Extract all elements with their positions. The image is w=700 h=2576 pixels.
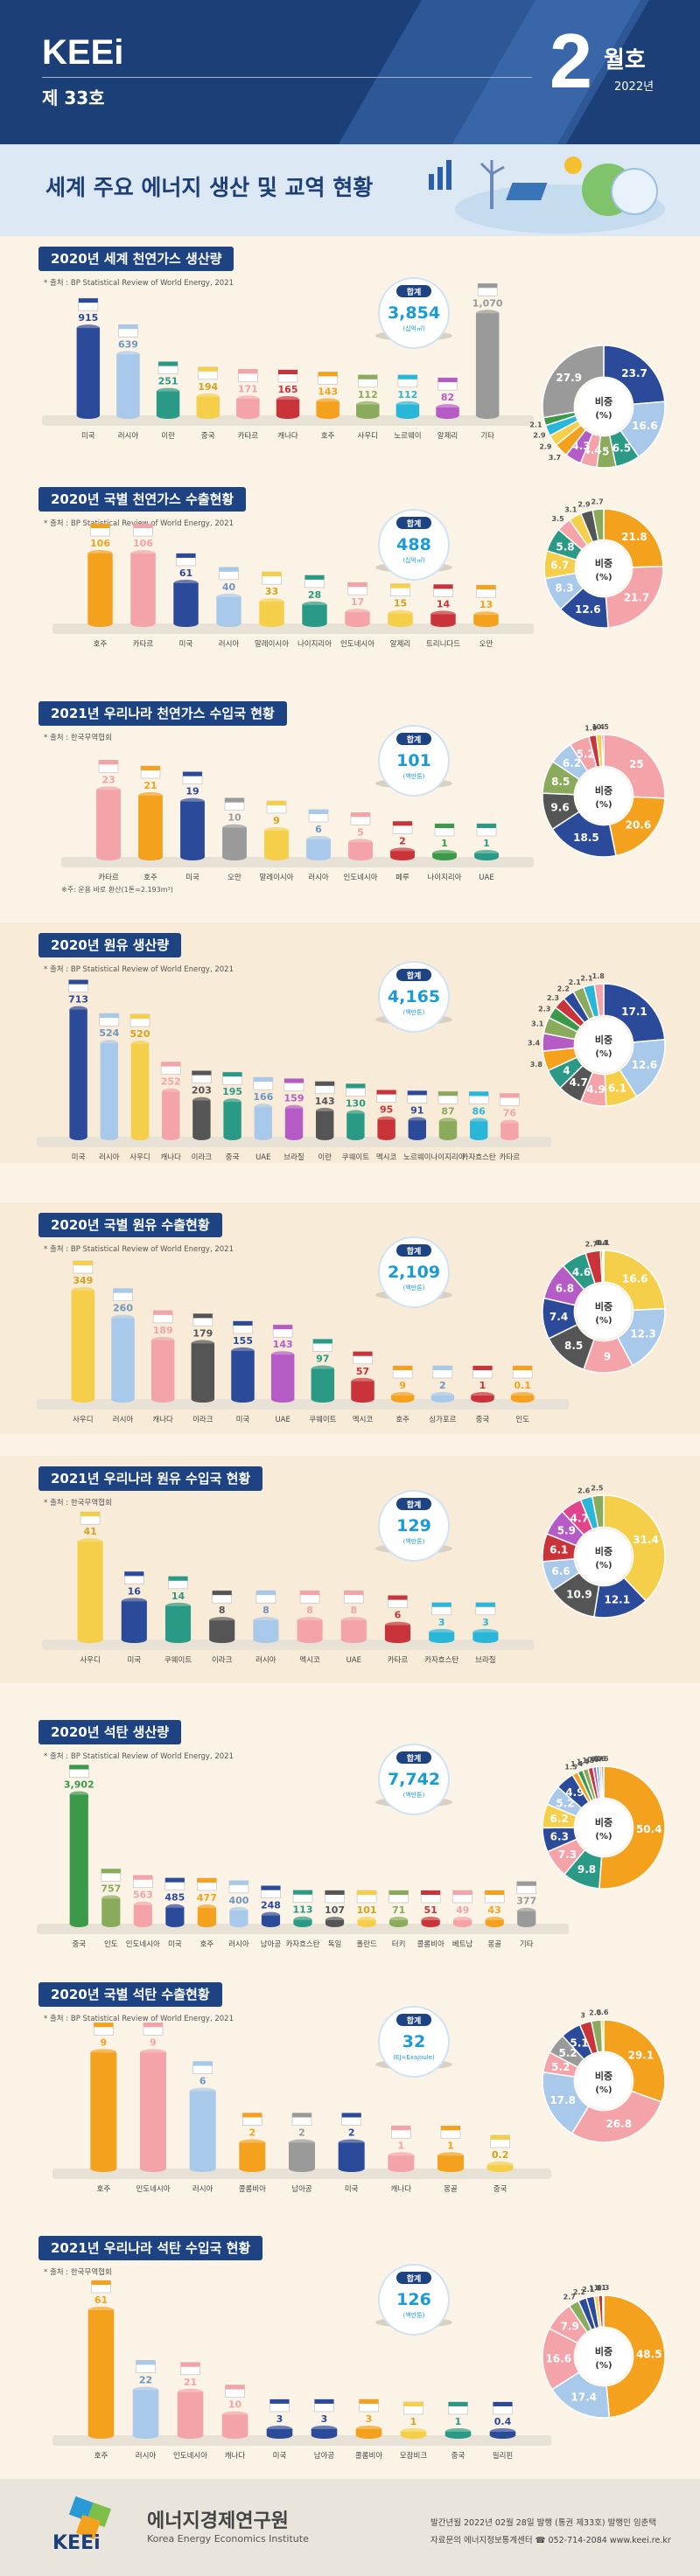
section-source: * 출처 : BP Statistical Review of World En… — [44, 965, 234, 974]
footer-contact-info: 자료문의 에너지정보통계센터 ☎ 052-714-2084 www.keei.r… — [430, 2536, 671, 2545]
section-oil-production: 2020년 원유 생산량 * 출처 : BP Statistical Revie… — [0, 922, 700, 1163]
section-note: ※주: 운용 바로 환산(1톤=2.193m³) — [61, 886, 173, 894]
section-title: 2020년 세계 천연가스 생산량 — [38, 247, 234, 271]
section-title: 2020년 국별 석탄 수출현황 — [38, 1982, 222, 2007]
section-source: * 출처 : BP Statistical Review of World En… — [44, 2015, 234, 2023]
section-gas-production: 2020년 세계 천연가스 생산량 * 출처 : BP Statistical … — [0, 236, 700, 450]
keei-logo-icon: KEEi — [52, 2496, 112, 2554]
section-coal-production: 2020년 석탄 생산량 * 출처 : BP Statistical Revie… — [0, 1709, 700, 1946]
section-gas-export: 2020년 국별 천연가스 수출현황 * 출처 : BP Statistical… — [0, 477, 700, 651]
energy-illustration — [429, 157, 665, 233]
section-title: 2021년 우리나라 석탄 수입국 현황 — [38, 2236, 263, 2260]
footer: KEEi 에너지경제연구원 Korea Energy Economics Ins… — [0, 2479, 700, 2576]
section-title: 2021년 우리나라 천연가스 수입국 현황 — [38, 701, 287, 726]
section-source: * 출처 : BP Statistical Review of World En… — [44, 279, 234, 288]
section-title: 2020년 국별 천연가스 수출현황 — [38, 487, 247, 512]
section-source: * 출처 : BP Statistical Review of World En… — [44, 1245, 234, 1254]
pie-label: 3.7 — [549, 454, 561, 462]
section-source: * 출처 : 한국무역협회 — [44, 2268, 112, 2277]
issue-number: 제 33호 — [42, 87, 105, 108]
section-title: 2020년 원유 생산량 — [38, 933, 181, 957]
page-title: 세계 주요 에너지 생산 및 교역 현황 — [46, 175, 374, 200]
month-label: 월호 — [604, 47, 646, 73]
title-bar: 세계 주요 에너지 생산 및 교역 현황 — [0, 144, 700, 236]
section-coal-import: 2021년 우리나라 석탄 수입국 현황 * 출처 : 한국무역협회 — [0, 2225, 700, 2475]
section-oil-import: 2021년 우리나라 원유 수입국 현황 * 출처 : 한국무역협회 — [0, 1456, 700, 1683]
section-gas-import: 2021년 우리나라 천연가스 수입국 현황 * 출처 : 한국무역협회 ※주:… — [0, 691, 700, 909]
section-title: 2020년 석탄 생산량 — [38, 1720, 181, 1744]
brand-logo: KEEi — [42, 33, 124, 72]
year-label: 2022년 — [614, 80, 654, 94]
header-banner: KEEi 제 33호 2 월호 2022년 — [0, 0, 700, 144]
section-oil-export: 2020년 국별 원유 수출현황 * 출처 : BP Statistical R… — [0, 1202, 700, 1434]
footer-publish-info: 발간년월 2022년 02월 28일 발행 (통권 제33호) 발행인 임춘택 — [430, 2518, 657, 2528]
section-coal-export: 2020년 국별 석탄 수출현황 * 출처 : BP Statistical R… — [0, 1972, 700, 2199]
footer-org: 에너지경제연구원 — [147, 2510, 289, 2532]
section-source: * 출처 : BP Statistical Review of World En… — [44, 1752, 234, 1761]
section-source: * 출처 : 한국무역협회 — [44, 1499, 112, 1507]
section-source: * 출처 : 한국무역협회 — [44, 734, 112, 742]
section-title: 2021년 우리나라 원유 수입국 현황 — [38, 1466, 263, 1491]
section-source: * 출처 : BP Statistical Review of World En… — [44, 519, 234, 528]
month-number: 2 — [550, 17, 592, 104]
header-divider — [42, 77, 532, 78]
footer-org-en: Korea Energy Economics Institute — [147, 2533, 309, 2545]
svg-text:KEEi: KEEi — [52, 2532, 101, 2554]
section-title: 2020년 국별 원유 수출현황 — [38, 1213, 222, 1237]
